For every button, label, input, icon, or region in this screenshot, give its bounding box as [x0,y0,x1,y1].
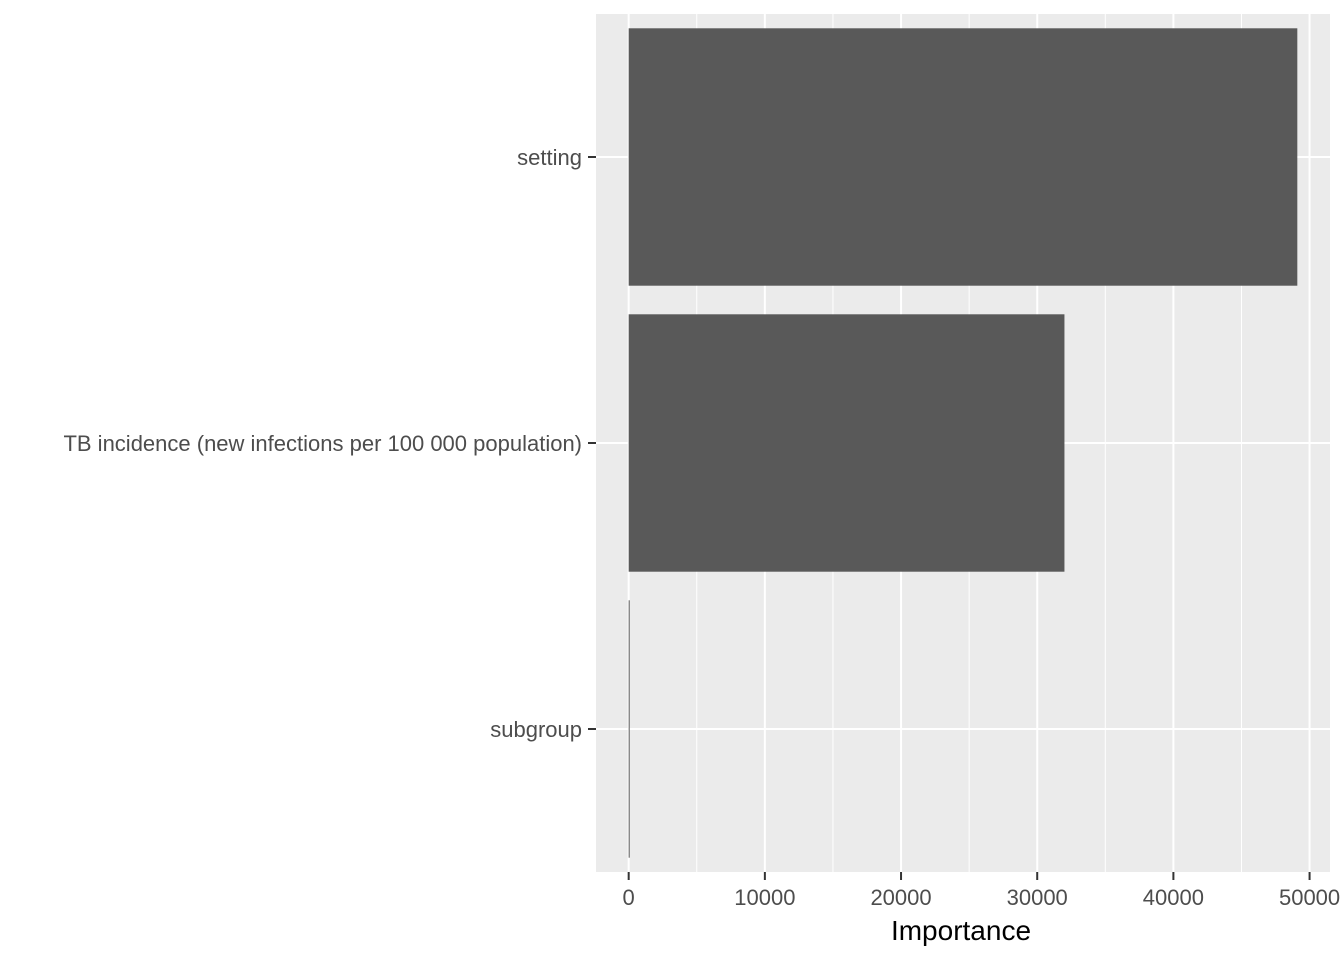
y-axis: setting TB incidence (new infections per … [63,145,596,742]
x-tick-label: 0 [623,885,635,910]
y-tick-label: setting [517,145,582,170]
y-tick-label: subgroup [490,717,582,742]
x-axis-title: Importance [891,915,1031,946]
bar [628,600,630,858]
x-tick-label: 50000 [1279,885,1340,910]
x-tick-label: 10000 [734,885,795,910]
x-tick-label: 40000 [1143,885,1204,910]
bar [628,314,1065,572]
x-tick-label: 30000 [1007,885,1068,910]
y-tick-label: TB incidence (new infections per 100 000… [63,431,582,456]
bar [628,28,1298,286]
x-tick-label: 20000 [870,885,931,910]
x-axis: 0 10000 20000 30000 40000 50000 [623,872,1340,910]
bars [628,28,1298,858]
